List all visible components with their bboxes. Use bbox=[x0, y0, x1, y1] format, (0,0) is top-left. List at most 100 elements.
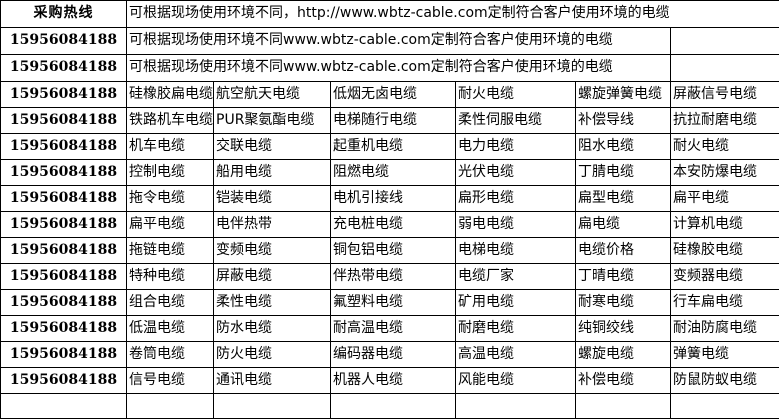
note-text-1: 可根据现场使用环境不同www.wbtz-cable.com定制符合客户使用环境的… bbox=[127, 28, 671, 55]
product-cell[interactable]: 氟塑料电缆 bbox=[331, 290, 456, 316]
product-cell[interactable]: 电机引接线 bbox=[331, 186, 456, 212]
product-cell[interactable]: 船用电缆 bbox=[214, 160, 331, 186]
product-cell[interactable]: 螺旋电缆 bbox=[576, 342, 671, 368]
product-cell[interactable]: 补偿导线 bbox=[576, 108, 671, 134]
product-cell[interactable]: 机器人电缆 bbox=[331, 368, 456, 394]
product-cell[interactable]: 防鼠防蚁电缆 bbox=[671, 368, 779, 394]
product-cell[interactable]: 变频电缆 bbox=[214, 238, 331, 264]
product-cell[interactable]: 充电桩电缆 bbox=[331, 212, 456, 238]
product-cell[interactable]: 计算机电缆 bbox=[671, 212, 779, 238]
product-cell[interactable]: 扁平电缆 bbox=[671, 186, 779, 212]
product-cell[interactable]: 补偿电缆 bbox=[576, 368, 671, 394]
table-row: 15956084188 特种电缆 屏蔽电缆 伴热带电缆 电缆厂家 丁晴电缆 变频… bbox=[1, 264, 779, 290]
product-cell[interactable]: 组合电缆 bbox=[127, 290, 214, 316]
product-cell[interactable]: 耐火电缆 bbox=[456, 82, 576, 108]
product-cell[interactable]: 本安防爆电缆 bbox=[671, 160, 779, 186]
product-cell[interactable]: 耐油防腐电缆 bbox=[671, 316, 779, 342]
product-cell[interactable]: 拖链电缆 bbox=[127, 238, 214, 264]
product-cell[interactable]: 阻水电缆 bbox=[576, 134, 671, 160]
phone-number: 15956084188 bbox=[1, 108, 127, 134]
product-cell[interactable]: 硅橡胶扁电缆 bbox=[127, 82, 214, 108]
product-cell[interactable]: 行车扁电缆 bbox=[671, 290, 779, 316]
product-cell[interactable]: 矿用电缆 bbox=[456, 290, 576, 316]
table-row: 15956084188 控制电缆 船用电缆 阻燃电缆 光伏电缆 丁腈电缆 本安防… bbox=[1, 160, 779, 186]
product-cell[interactable]: 电缆厂家 bbox=[456, 264, 576, 290]
table-row: 15956084188 扁平电缆 电伴热带 充电桩电缆 弱电电缆 扁电缆 计算机… bbox=[1, 212, 779, 238]
product-cell[interactable]: 抗拉耐磨电缆 bbox=[671, 108, 779, 134]
product-cell[interactable]: 交联电缆 bbox=[214, 134, 331, 160]
product-cell[interactable]: 扁形电缆 bbox=[456, 186, 576, 212]
product-cell[interactable]: 铠装电缆 bbox=[214, 186, 331, 212]
product-cell[interactable]: 防水电缆 bbox=[214, 316, 331, 342]
product-cell[interactable]: 铁路机车电缆 bbox=[127, 108, 214, 134]
empty-cell bbox=[576, 394, 671, 419]
product-cell[interactable]: 扁平电缆 bbox=[127, 212, 214, 238]
table-row: 15956084188 拖链电缆 变频电缆 铜包铝电缆 电梯电缆 电缆价格 硅橡… bbox=[1, 238, 779, 264]
product-cell[interactable]: 纯铜绞线 bbox=[576, 316, 671, 342]
phone-number: 15956084188 bbox=[1, 28, 127, 55]
product-cell[interactable]: 低烟无卤电缆 bbox=[331, 82, 456, 108]
product-cell[interactable]: 防火电缆 bbox=[214, 342, 331, 368]
product-cell[interactable]: 电力电缆 bbox=[456, 134, 576, 160]
product-cell[interactable]: PUR聚氨酯电缆 bbox=[214, 108, 331, 134]
product-cell[interactable]: 光伏电缆 bbox=[456, 160, 576, 186]
product-cell[interactable]: 铜包铝电缆 bbox=[331, 238, 456, 264]
table-row-note-2: 15956084188 可根据现场使用环境不同www.wbtz-cable.co… bbox=[1, 55, 779, 82]
product-cell[interactable]: 卷筒电缆 bbox=[127, 342, 214, 368]
product-cell[interactable]: 耐火电缆 bbox=[671, 134, 779, 160]
product-cell[interactable]: 机车电缆 bbox=[127, 134, 214, 160]
product-cell[interactable]: 弱电电缆 bbox=[456, 212, 576, 238]
product-cell[interactable]: 控制电缆 bbox=[127, 160, 214, 186]
product-cell[interactable]: 硅橡胶电缆 bbox=[671, 238, 779, 264]
product-cell[interactable]: 扁型电缆 bbox=[576, 186, 671, 212]
phone-number: 15956084188 bbox=[1, 342, 127, 368]
empty-cell bbox=[456, 394, 576, 419]
product-cell[interactable]: 扁电缆 bbox=[576, 212, 671, 238]
product-cell[interactable]: 风能电缆 bbox=[456, 368, 576, 394]
product-cell[interactable]: 耐磨电缆 bbox=[456, 316, 576, 342]
product-cell[interactable]: 电缆价格 bbox=[576, 238, 671, 264]
product-cell[interactable]: 编码器电缆 bbox=[331, 342, 456, 368]
table-row: 15956084188 硅橡胶扁电缆 航空航天电缆 低烟无卤电缆 耐火电缆 螺旋… bbox=[1, 82, 779, 108]
phone-number: 15956084188 bbox=[1, 290, 127, 316]
product-cell[interactable]: 螺旋弹簧电缆 bbox=[576, 82, 671, 108]
product-cell[interactable]: 丁腈电缆 bbox=[576, 160, 671, 186]
product-cell[interactable]: 柔性伺服电缆 bbox=[456, 108, 576, 134]
note-text-0: 可根据现场使用环境不同，http://www.wbtz-cable.com定制符… bbox=[127, 1, 779, 28]
product-cell[interactable]: 丁晴电缆 bbox=[576, 264, 671, 290]
product-cell[interactable]: 电伴热带 bbox=[214, 212, 331, 238]
phone-number: 15956084188 bbox=[1, 55, 127, 82]
table-row: 15956084188 机车电缆 交联电缆 起重机电缆 电力电缆 阻水电缆 耐火… bbox=[1, 134, 779, 160]
empty-cell bbox=[214, 394, 331, 419]
product-cell[interactable]: 信号电缆 bbox=[127, 368, 214, 394]
product-cell[interactable]: 高温电缆 bbox=[456, 342, 576, 368]
product-cell[interactable]: 拖令电缆 bbox=[127, 186, 214, 212]
product-cell[interactable]: 伴热带电缆 bbox=[331, 264, 456, 290]
product-cell[interactable]: 电梯电缆 bbox=[456, 238, 576, 264]
product-cell[interactable]: 耐高温电缆 bbox=[331, 316, 456, 342]
product-cell[interactable]: 电梯随行电缆 bbox=[331, 108, 456, 134]
table-row-note-1: 15956084188 可根据现场使用环境不同www.wbtz-cable.co… bbox=[1, 28, 779, 55]
table-row: 15956084188 低温电缆 防水电缆 耐高温电缆 耐磨电缆 纯铜绞线 耐油… bbox=[1, 316, 779, 342]
product-cell[interactable]: 耐寒电缆 bbox=[576, 290, 671, 316]
table-row: 15956084188 铁路机车电缆 PUR聚氨酯电缆 电梯随行电缆 柔性伺服电… bbox=[1, 108, 779, 134]
phone-number: 15956084188 bbox=[1, 238, 127, 264]
product-cell[interactable]: 起重机电缆 bbox=[331, 134, 456, 160]
product-cell[interactable]: 变频器电缆 bbox=[671, 264, 779, 290]
empty-cell bbox=[127, 394, 214, 419]
product-cell[interactable]: 屏蔽信号电缆 bbox=[671, 82, 779, 108]
empty-cell bbox=[671, 28, 779, 55]
phone-number: 15956084188 bbox=[1, 160, 127, 186]
product-cell[interactable]: 柔性电缆 bbox=[214, 290, 331, 316]
empty-cell bbox=[1, 394, 127, 419]
table-row: 15956084188 拖令电缆 铠装电缆 电机引接线 扁形电缆 扁型电缆 扁平… bbox=[1, 186, 779, 212]
product-cell[interactable]: 通讯电缆 bbox=[214, 368, 331, 394]
product-cell[interactable]: 阻燃电缆 bbox=[331, 160, 456, 186]
product-cell[interactable]: 特种电缆 bbox=[127, 264, 214, 290]
product-cell[interactable]: 弹簧电缆 bbox=[671, 342, 779, 368]
product-cell[interactable]: 航空航天电缆 bbox=[214, 82, 331, 108]
product-cell[interactable]: 屏蔽电缆 bbox=[214, 264, 331, 290]
product-cell[interactable]: 低温电缆 bbox=[127, 316, 214, 342]
